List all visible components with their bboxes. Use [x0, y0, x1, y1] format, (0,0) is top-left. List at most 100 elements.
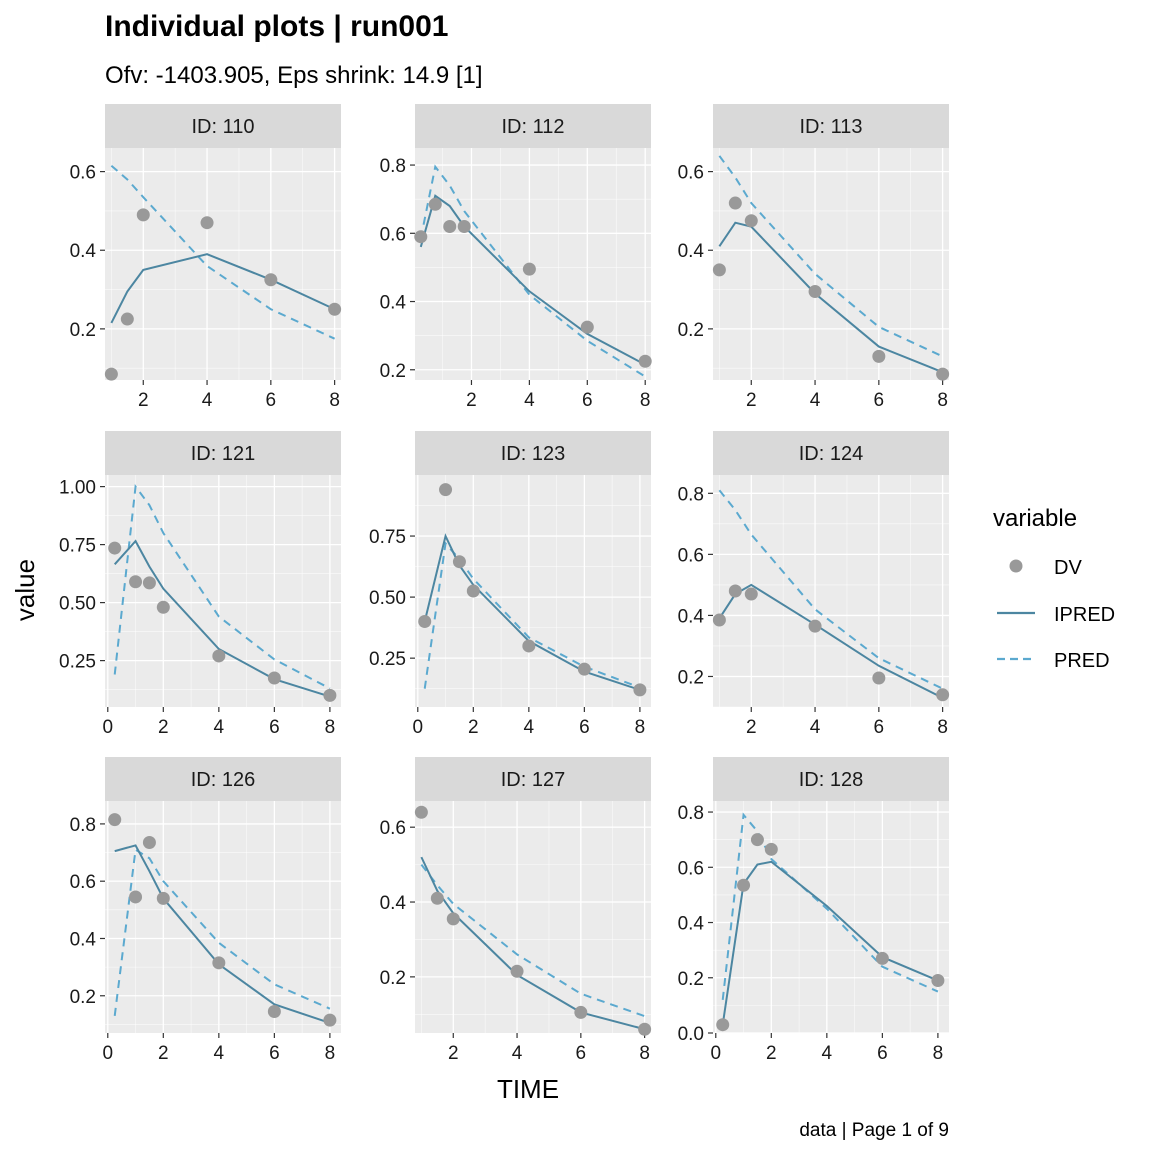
y-tick-label: 0.6 [380, 224, 406, 245]
dv-data-point [936, 688, 950, 702]
x-tick-label: 8 [933, 1043, 944, 1064]
x-tick-label: 4 [810, 390, 821, 411]
facet-strip [105, 104, 341, 148]
facet-strip-label: ID: 126 [191, 769, 255, 791]
pred-series-line [721, 812, 939, 1000]
x-tick-label: 4 [822, 1043, 833, 1064]
facet-strip-label: ID: 113 [800, 116, 863, 138]
y-tick-label: 0.0 [678, 1024, 704, 1045]
dv-data-point [104, 367, 118, 381]
dv-data-point [728, 196, 742, 210]
dv-data-point [872, 671, 886, 685]
x-axis-title: TIME [497, 1074, 559, 1104]
dv-data-point [466, 584, 480, 598]
x-tick-label: 2 [158, 717, 169, 738]
dv-data-point [510, 964, 524, 978]
y-tick-label: 0.8 [678, 484, 704, 505]
facet-strip [105, 757, 341, 801]
y-tick-label: 0.25 [369, 649, 406, 670]
x-tick-label: 6 [877, 1043, 888, 1064]
dv-data-point [418, 615, 432, 629]
x-tick-label: 0 [102, 717, 113, 738]
x-tick-label: 6 [874, 717, 885, 738]
x-tick-label: 6 [874, 390, 885, 411]
x-tick-label: 0 [102, 1043, 113, 1064]
facet-strip [415, 104, 651, 148]
dv-data-point [728, 584, 742, 598]
facet-panel: ID: 121 0 2 4 6 8 0.25 0.50 0.75 1.00 [59, 431, 341, 738]
dv-data-point [129, 890, 143, 904]
x-tick-label: 6 [269, 1043, 280, 1064]
y-tick-label: 0.2 [70, 320, 96, 341]
dv-data-point [577, 662, 591, 676]
pred-series-line [423, 541, 641, 689]
dv-data-point [931, 974, 945, 988]
x-tick-label: 8 [937, 390, 948, 411]
y-tick-label: 0.8 [70, 815, 96, 836]
dv-data-point [452, 555, 466, 569]
dv-data-point [129, 575, 143, 589]
dv-data-point [580, 320, 594, 334]
y-tick-label: 0.75 [59, 536, 96, 557]
dv-data-point [212, 649, 226, 663]
y-tick-label: 0.6 [70, 163, 96, 184]
dv-data-point [750, 833, 764, 847]
dv-data-point [936, 367, 950, 381]
x-tick-label: 2 [746, 717, 757, 738]
facet-strip-label: ID: 121 [191, 443, 255, 465]
y-tick-label: 0.6 [678, 163, 704, 184]
panel-background [713, 148, 949, 380]
pred-series-line [420, 864, 645, 1018]
facet-strip [415, 757, 651, 801]
x-tick-label: 2 [138, 390, 149, 411]
y-tick-label: 0.50 [59, 594, 96, 615]
y-tick-label: 0.6 [380, 818, 406, 839]
facet-panel: ID: 126 0 2 4 6 8 0.2 0.4 0.6 0.8 [70, 757, 341, 1064]
y-tick-label: 0.4 [678, 914, 705, 935]
x-tick-label: 0 [412, 717, 423, 738]
dv-data-point [414, 230, 428, 244]
x-tick-label: 4 [202, 390, 213, 411]
dv-data-point [522, 639, 536, 653]
y-tick-label: 0.75 [369, 527, 406, 548]
dv-data-point [439, 483, 453, 497]
facet-panel: ID: 127 2 4 6 8 0.2 0.4 0.6 [380, 757, 652, 1064]
x-tick-label: 8 [937, 717, 948, 738]
dv-data-point [744, 587, 758, 601]
x-tick-label: 2 [766, 1043, 777, 1064]
facet-strip-label: ID: 123 [501, 443, 565, 465]
dv-data-point [737, 878, 751, 892]
legend: variable DV IPRED PRED [993, 505, 1115, 672]
ipred-series-line [420, 856, 645, 1031]
y-tick-label: 0.2 [678, 320, 704, 341]
y-tick-label: 0.4 [678, 241, 705, 262]
y-tick-label: 0.2 [678, 969, 704, 990]
dv-data-point [267, 1005, 281, 1019]
plot-subtitle: Ofv: -1403.905, Eps shrink: 14.9 [1] [105, 62, 483, 89]
pred-series-line [110, 164, 336, 340]
y-tick-label: 0.4 [380, 893, 407, 914]
legend-label-ipred: IPRED [1054, 604, 1115, 626]
dv-data-point [522, 262, 536, 276]
dv-data-point [414, 805, 428, 819]
facet-grid: ID: 110 2 4 6 8 0.2 0.4 0.6 ID: 112 2 4 6 8 0.2 0.4 0.6… [59, 104, 950, 1064]
dv-data-point [328, 302, 342, 316]
y-tick-label: 0.2 [380, 968, 406, 989]
dv-data-point [808, 619, 822, 633]
x-tick-label: 4 [810, 717, 821, 738]
dv-data-point [872, 349, 886, 363]
y-tick-label: 0.2 [70, 987, 96, 1008]
facet-strip [713, 431, 949, 475]
y-tick-label: 0.4 [70, 241, 97, 262]
facet-strip-label: ID: 110 [192, 116, 255, 138]
dv-data-point [323, 1013, 337, 1027]
dv-data-point [638, 1022, 652, 1036]
facet-strip [415, 431, 651, 475]
y-tick-label: 0.2 [380, 361, 406, 382]
dv-data-point [808, 285, 822, 299]
dv-data-point [457, 219, 471, 233]
dv-data-point [136, 208, 150, 222]
dv-data-point [443, 219, 457, 233]
y-tick-label: 0.25 [59, 652, 96, 673]
panel-background [105, 148, 341, 380]
